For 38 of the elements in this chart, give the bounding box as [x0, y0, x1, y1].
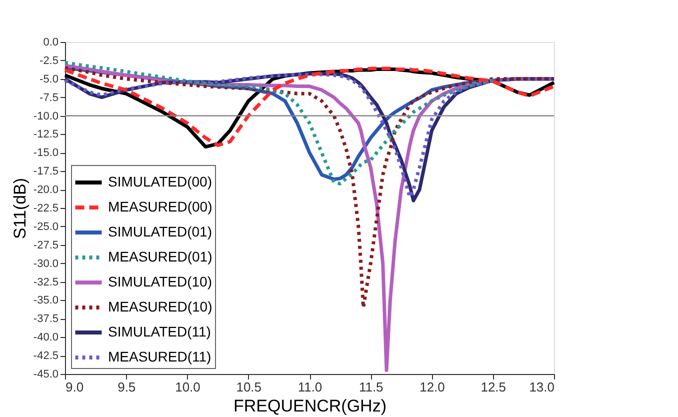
- x-tick-label: 11.0: [298, 380, 322, 394]
- legend-label: SIMULATED(10): [108, 274, 212, 290]
- y-tick-label: -7.5: [40, 92, 58, 104]
- x-tick-label: 11.5: [358, 380, 384, 394]
- y-tick-label: -42.5: [33, 350, 58, 362]
- y-tick-label: -17.5: [33, 166, 58, 178]
- x-axis-title: FREQUENCR(GHz): [234, 396, 386, 416]
- y-tick-label: -45.0: [33, 368, 58, 380]
- y-tick-label: -27.5: [33, 239, 58, 252]
- legend-label: SIMULATED(00): [108, 174, 212, 190]
- x-tick-label: 10.0: [175, 380, 200, 394]
- y-tick-label: -40.0: [33, 332, 58, 344]
- y-tick-label: -2.5: [40, 54, 58, 67]
- y-tick-label: 0.0: [43, 36, 58, 48]
- y-axis-title: S11(dB): [10, 178, 30, 240]
- x-tick-label: 13.0: [529, 380, 554, 394]
- y-tick-label: -5.0: [40, 73, 58, 86]
- legend-label: MEASURED(00): [108, 198, 212, 214]
- legend-label: MEASURED(10): [108, 298, 212, 314]
- x-tick-label: 10.5: [236, 380, 262, 394]
- y-tick-label: -30.0: [33, 258, 58, 270]
- y-tick-label: -20.0: [33, 184, 58, 196]
- x-tick-label: 9.5: [118, 380, 136, 394]
- y-tick-label: -10.0: [33, 110, 58, 122]
- y-tick-label: -25.0: [33, 220, 58, 233]
- y-tick-label: -32.5: [33, 276, 58, 288]
- y-tick-label: -15.0: [33, 147, 58, 160]
- y-tick-label: -22.5: [33, 202, 58, 214]
- x-tick-label: 12.0: [420, 380, 445, 394]
- x-tick-label: 12.5: [480, 380, 506, 394]
- x-tick-label: 9.0: [66, 380, 84, 394]
- y-tick-label: -35.0: [33, 294, 58, 307]
- legend-label: SIMULATED(01): [108, 224, 212, 240]
- legend-label: MEASURED(11): [108, 348, 212, 364]
- legend-label: SIMULATED(11): [108, 324, 211, 340]
- y-tick-label: -12.5: [33, 128, 58, 141]
- y-tick-label: -37.5: [33, 313, 58, 326]
- legend-label: MEASURED(01): [108, 248, 212, 264]
